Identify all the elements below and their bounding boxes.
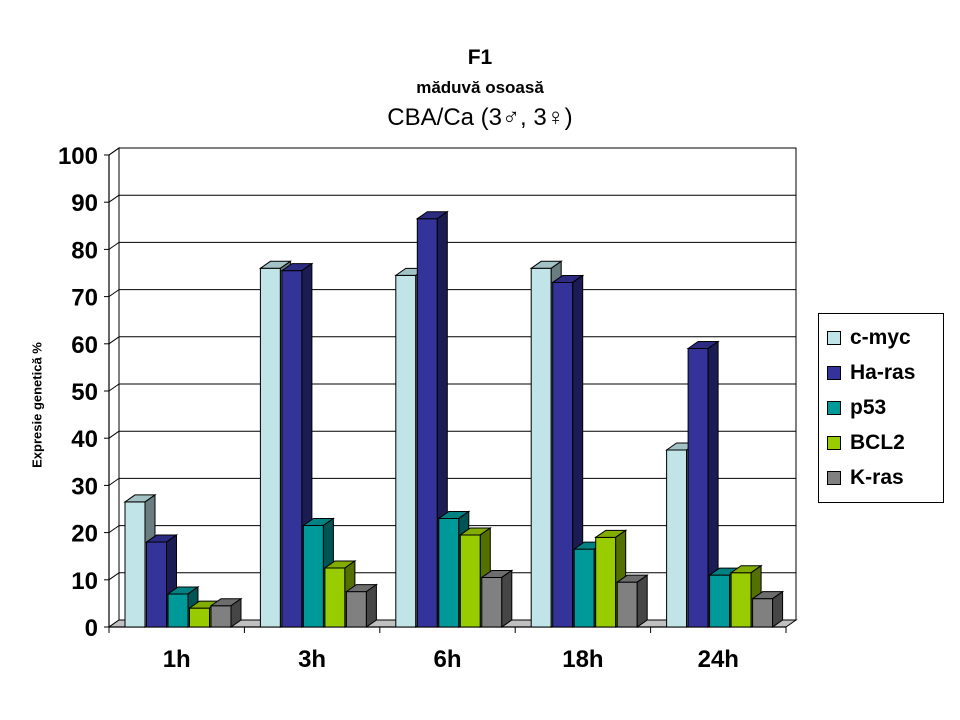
legend-swatch — [827, 366, 841, 380]
y-tick-label: 70 — [71, 285, 98, 312]
y-tick-label: 60 — [71, 332, 98, 359]
legend-item-bcl2: BCL2 — [827, 431, 905, 455]
gridline-side — [108, 147, 120, 156]
bar-ha-ras-3h — [281, 270, 303, 628]
bar-p53-18h — [573, 548, 595, 628]
bar-k-ras-18h — [616, 581, 638, 628]
legend-label: c-myc — [850, 326, 911, 349]
gridline-side — [108, 241, 120, 250]
bar-p53-1h — [167, 593, 189, 628]
bar-bcl2-6h — [459, 534, 481, 628]
bar-side-k-ras-3h — [365, 583, 377, 628]
bar-c-myc-1h — [124, 501, 146, 628]
x-tick-label: 18h — [562, 646, 603, 673]
bar-c-myc-18h — [530, 267, 552, 628]
bar-p53-6h — [438, 517, 460, 628]
bar-bcl2-18h — [595, 536, 617, 628]
bar-k-ras-6h — [481, 576, 503, 628]
y-axis-label: Expresie genetică % — [29, 342, 45, 468]
bar-ha-ras-24h — [687, 348, 709, 628]
x-tick-label: 24h — [698, 646, 739, 673]
bar-ha-ras-1h — [146, 541, 167, 628]
legend-label: Ha-ras — [850, 361, 916, 384]
legend-item-k-ras: K-ras — [827, 466, 904, 490]
bar-side-k-ras-6h — [501, 569, 513, 628]
x-tick-label: 6h — [433, 646, 461, 673]
bar-side-k-ras-18h — [636, 574, 648, 628]
y-tick-label: 0 — [85, 615, 98, 642]
chart-title: F1 — [467, 46, 493, 69]
bar-p53-3h — [302, 525, 324, 628]
bar-k-ras-24h — [752, 598, 774, 628]
legend-item-ha-ras: Ha-ras — [827, 361, 915, 385]
gridline-side — [108, 525, 120, 534]
gridline-side — [108, 194, 120, 203]
y-tick-label: 50 — [71, 379, 98, 406]
gridline-side — [108, 336, 120, 345]
y-tick-label: 30 — [71, 473, 98, 500]
bar-k-ras-1h — [210, 605, 232, 628]
legend-swatch — [827, 331, 841, 345]
legend-label: BCL2 — [850, 431, 905, 454]
x-tick-label: 3h — [298, 646, 326, 673]
legend-item-p53: p53 — [827, 396, 886, 420]
legend-swatch — [827, 436, 841, 450]
bar-c-myc-6h — [395, 274, 417, 628]
bar-ha-ras-6h — [416, 218, 438, 628]
y-tick-label: 100 — [58, 143, 98, 170]
bar-p53-24h — [709, 574, 731, 628]
bar-ha-ras-18h — [552, 281, 574, 628]
legend-label: K-ras — [850, 466, 904, 489]
chart-subtitle-strain: CBA/Ca (3♂, 3♀) — [387, 104, 573, 131]
x-tick-label: 1h — [163, 646, 191, 673]
gridline-side — [108, 289, 120, 298]
bar-side-k-ras-1h — [230, 597, 242, 628]
gridline-side — [108, 572, 120, 581]
bar-c-myc-3h — [259, 267, 281, 628]
legend-item-c-myc: c-myc — [827, 326, 911, 350]
y-tick-label: 80 — [71, 237, 98, 264]
y-tick-label: 10 — [71, 568, 98, 595]
bar-bcl2-1h — [189, 607, 210, 628]
y-tick-label: 90 — [71, 190, 98, 217]
chart-subtitle: măduvă osoasă — [416, 78, 544, 97]
bar-bcl2-3h — [324, 567, 346, 628]
legend: c-myc Ha-ras p53 BCL2 K-ras — [818, 313, 944, 503]
gridline-side — [108, 430, 120, 439]
legend-swatch — [827, 401, 841, 415]
legend-swatch — [827, 471, 841, 485]
bar-k-ras-3h — [345, 591, 367, 628]
gridline-side — [108, 477, 120, 486]
gridline-side — [108, 383, 120, 392]
bar-bcl2-24h — [730, 572, 752, 628]
legend-label: p53 — [850, 396, 887, 419]
y-tick-label: 20 — [71, 521, 98, 548]
bar-c-myc-24h — [666, 449, 688, 628]
bar-side-k-ras-24h — [772, 590, 784, 628]
y-tick-label: 40 — [71, 426, 98, 453]
